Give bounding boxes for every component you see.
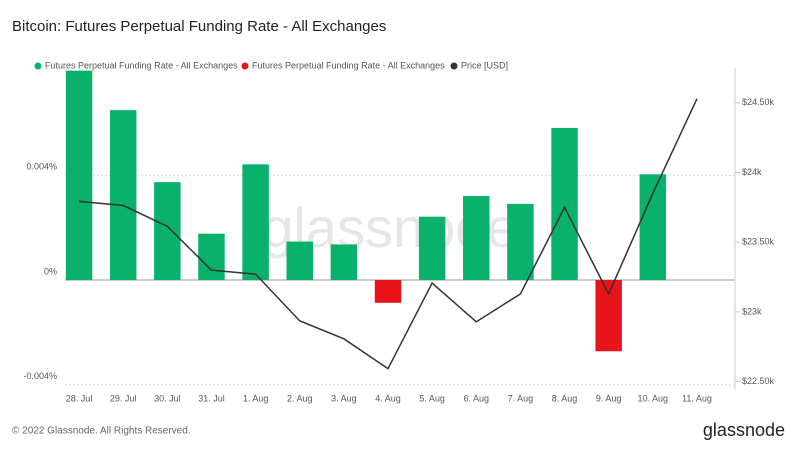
x-tick-label: 3. Aug bbox=[331, 393, 357, 403]
y2-tick-label: $22.50k bbox=[742, 376, 775, 386]
bar bbox=[463, 196, 490, 281]
x-tick-label: 5. Aug bbox=[419, 393, 445, 403]
bar bbox=[418, 216, 446, 281]
legend-marker bbox=[34, 62, 42, 70]
bar bbox=[374, 280, 402, 303]
y-tick-label: 0.004% bbox=[26, 162, 57, 172]
x-tick-label: 29. Jul bbox=[110, 393, 137, 403]
x-tick-label: 6. Aug bbox=[464, 393, 490, 403]
x-tick-label: 4. Aug bbox=[375, 393, 401, 403]
y2-tick-label: $24k bbox=[742, 167, 762, 177]
x-tick-label: 1. Aug bbox=[243, 393, 269, 403]
bar bbox=[154, 182, 181, 281]
x-tick-label: 31. Jul bbox=[198, 393, 225, 403]
bar bbox=[242, 164, 269, 281]
footer: © 2022 Glassnode. All Rights Reserved. bbox=[12, 426, 191, 437]
price-line bbox=[78, 98, 698, 370]
bar bbox=[286, 241, 313, 281]
bar bbox=[595, 280, 622, 352]
bar bbox=[507, 203, 534, 281]
legend-label: Price [USD] bbox=[461, 60, 508, 70]
chart-title: Bitcoin: Futures Perpetual Funding Rate … bbox=[12, 18, 386, 35]
legend-label: Futures Perpetual Funding Rate - All Exc… bbox=[45, 60, 238, 70]
x-tick-label: 10. Aug bbox=[638, 393, 669, 403]
x-tick-label: 2. Aug bbox=[287, 393, 313, 403]
y-tick-label: 0% bbox=[44, 266, 57, 276]
bar bbox=[551, 127, 578, 281]
legend-marker bbox=[241, 62, 249, 70]
x-tick-label: 9. Aug bbox=[596, 393, 622, 403]
y2-tick-label: $23k bbox=[742, 306, 762, 316]
legend-marker bbox=[450, 62, 458, 70]
bar bbox=[639, 174, 667, 281]
y2-tick-label: $24.50k bbox=[742, 97, 775, 107]
y-tick-label: -0.004% bbox=[23, 371, 57, 381]
x-tick-label: 11. Aug bbox=[682, 393, 712, 403]
bar bbox=[198, 233, 225, 281]
x-tick-label: 7. Aug bbox=[508, 393, 534, 403]
x-tick-label: 30. Jul bbox=[154, 393, 181, 403]
x-tick-label: 28. Jul bbox=[66, 393, 93, 403]
bar bbox=[330, 244, 358, 281]
bar bbox=[65, 70, 93, 281]
logo: glassnode bbox=[703, 420, 785, 440]
y2-tick-label: $23.50k bbox=[742, 237, 775, 247]
legend-label: Futures Perpetual Funding Rate - All Exc… bbox=[252, 60, 445, 70]
bar bbox=[109, 110, 137, 281]
x-tick-label: 8. Aug bbox=[552, 393, 578, 403]
